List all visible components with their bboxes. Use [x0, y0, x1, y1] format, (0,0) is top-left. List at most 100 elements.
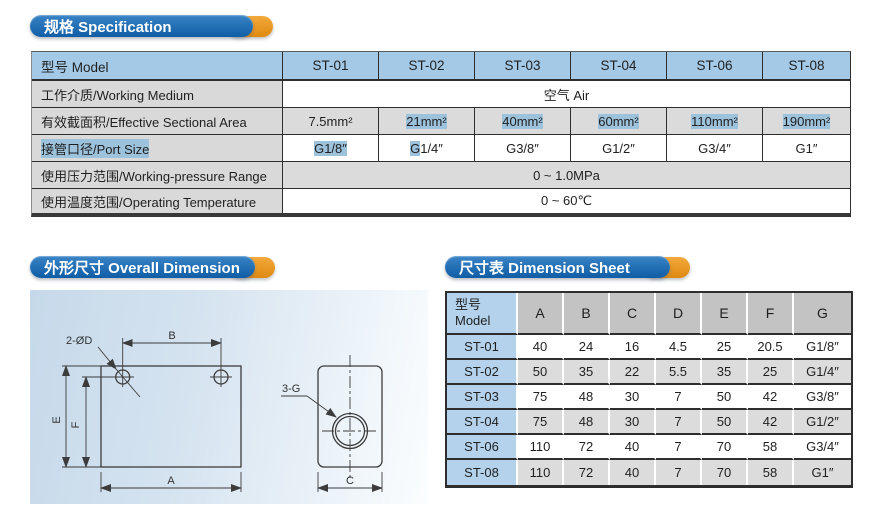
dim-label-b: B	[168, 330, 175, 342]
dim-col-header: A	[518, 293, 564, 335]
dim-cell: 110	[518, 435, 564, 460]
dimension-sheet-table: 型号 Model A B C D E F G ST-01 40 24 16 4.…	[445, 291, 853, 488]
dim-col-header: F	[748, 293, 794, 335]
dim-cell: 48	[564, 385, 610, 410]
section-header-spec: 规格 Specification	[30, 15, 273, 37]
dim-cell: 4.5	[656, 335, 702, 360]
dim-cell: 40	[518, 335, 564, 360]
dim-cell: 50	[702, 410, 748, 435]
spec-col-header: ST-06	[667, 52, 763, 81]
dim-cell: 42	[748, 410, 794, 435]
dim-cell: 58	[748, 460, 794, 485]
technical-drawing: B 2-ØD E F A 3-G C	[51, 330, 383, 492]
dim-cell: G3/8″	[794, 385, 851, 410]
section-title-overall-dimension: 外形尺寸 Overall Dimension	[30, 256, 255, 278]
dim-cell: 110	[518, 460, 564, 485]
dim-model-cell: ST-06	[447, 435, 518, 460]
spec-value-sectional-area: 110mm²	[667, 108, 763, 135]
dim-cell: G1/8″	[794, 335, 851, 360]
spec-value-temperature: 0 ~ 60℃	[283, 189, 850, 213]
spec-row-label-temperature: 使用温度范围/Operating Temperature	[32, 189, 283, 213]
dim-cell: 25	[748, 360, 794, 385]
dim-cell: 70	[702, 435, 748, 460]
dim-model-header: 型号 Model	[447, 293, 518, 335]
dim-label-c: C	[346, 475, 354, 487]
dim-cell: G3/4″	[794, 435, 851, 460]
spec-model-header: 型号 Model	[32, 52, 283, 81]
spec-value-sectional-area: 21mm²	[379, 108, 475, 135]
dim-cell: 22	[610, 360, 656, 385]
spec-value-working-medium: 空气 Air	[283, 81, 850, 108]
dim-model-cell: ST-03	[447, 385, 518, 410]
spec-value-pressure: 0 ~ 1.0MPa	[283, 162, 850, 189]
dim-cell: 48	[564, 410, 610, 435]
section-title-dimension-sheet: 尺寸表 Dimension Sheet	[445, 256, 670, 278]
dim-cell: 25	[702, 335, 748, 360]
spec-value-port-size: G3/8″	[475, 135, 571, 162]
dim-cell: G1″	[794, 460, 851, 485]
spec-row-label-sectional-area: 有效截面积/Effective Sectional Area	[32, 108, 283, 135]
spec-col-header: ST-02	[379, 52, 475, 81]
spec-value-port-size: G 1/4″	[379, 135, 475, 162]
dim-cell: 24	[564, 335, 610, 360]
spec-value-port-size: G1″	[763, 135, 850, 162]
front-view	[100, 365, 242, 468]
dim-cell: 75	[518, 385, 564, 410]
dim-cell: 50	[702, 385, 748, 410]
dim-col-header: D	[656, 293, 702, 335]
spec-col-header: ST-04	[571, 52, 667, 81]
dim-cell: 35	[702, 360, 748, 385]
spec-col-header: ST-01	[283, 52, 379, 81]
dim-col-header: G	[794, 293, 851, 335]
dim-cell: 7	[656, 385, 702, 410]
dim-cell: 30	[610, 385, 656, 410]
dim-cell: 75	[518, 410, 564, 435]
dim-model-cell: ST-01	[447, 335, 518, 360]
dim-cell: 7	[656, 435, 702, 460]
dim-col-header: B	[564, 293, 610, 335]
port-callout-label: 3-G	[282, 383, 300, 395]
dim-cell: 70	[702, 460, 748, 485]
spec-col-header: ST-08	[763, 52, 850, 81]
dim-cell: 40	[610, 435, 656, 460]
spec-value-sectional-area: 60mm²	[571, 108, 667, 135]
spec-value-port-size: G1/8″	[283, 135, 379, 162]
dim-cell: 7	[656, 460, 702, 485]
dim-cell: 72	[564, 460, 610, 485]
dim-cell: 42	[748, 385, 794, 410]
dim-cell: 5.5	[656, 360, 702, 385]
spec-value-port-size: G1/2″	[571, 135, 667, 162]
dim-label-f: F	[70, 421, 82, 428]
dim-cell: 16	[610, 335, 656, 360]
dim-model-cell: ST-02	[447, 360, 518, 385]
dim-label-a: A	[167, 475, 175, 487]
dim-cell: 20.5	[748, 335, 794, 360]
dim-cell: 58	[748, 435, 794, 460]
dim-cell: 30	[610, 410, 656, 435]
spec-value-sectional-area: 7.5mm²	[283, 108, 379, 135]
dim-model-cell: ST-04	[447, 410, 518, 435]
spec-value-sectional-area: 190mm²	[763, 108, 850, 135]
spec-row-label-pressure: 使用压力范围/Working-pressure Range	[32, 162, 283, 189]
specification-table: 型号 Model ST-01 ST-02 ST-03 ST-04 ST-06 S…	[31, 51, 851, 217]
section-header-dimension-sheet: 尺寸表 Dimension Sheet	[445, 256, 690, 278]
spec-value-port-size: G3/4″	[667, 135, 763, 162]
dim-cell: 72	[564, 435, 610, 460]
dim-cell: 7	[656, 410, 702, 435]
overall-dimension-drawing: B 2-ØD E F A 3-G C	[30, 290, 428, 504]
spec-col-header: ST-03	[475, 52, 571, 81]
dim-cell: 35	[564, 360, 610, 385]
dim-model-cell: ST-08	[447, 460, 518, 485]
dim-cell: G1/2″	[794, 410, 851, 435]
section-header-overall-dimension: 外形尺寸 Overall Dimension	[30, 256, 275, 278]
spec-value-sectional-area: 40mm²	[475, 108, 571, 135]
dim-cell: 50	[518, 360, 564, 385]
dim-cell: 40	[610, 460, 656, 485]
hole-callout-label: 2-ØD	[66, 335, 92, 347]
spec-row-label-port-size: 接管口径/Port Size	[32, 135, 283, 162]
dim-col-header: C	[610, 293, 656, 335]
dim-cell: G1/4″	[794, 360, 851, 385]
spec-row-label-working-medium: 工作介质/Working Medium	[32, 81, 283, 108]
dim-label-e: E	[51, 416, 63, 423]
